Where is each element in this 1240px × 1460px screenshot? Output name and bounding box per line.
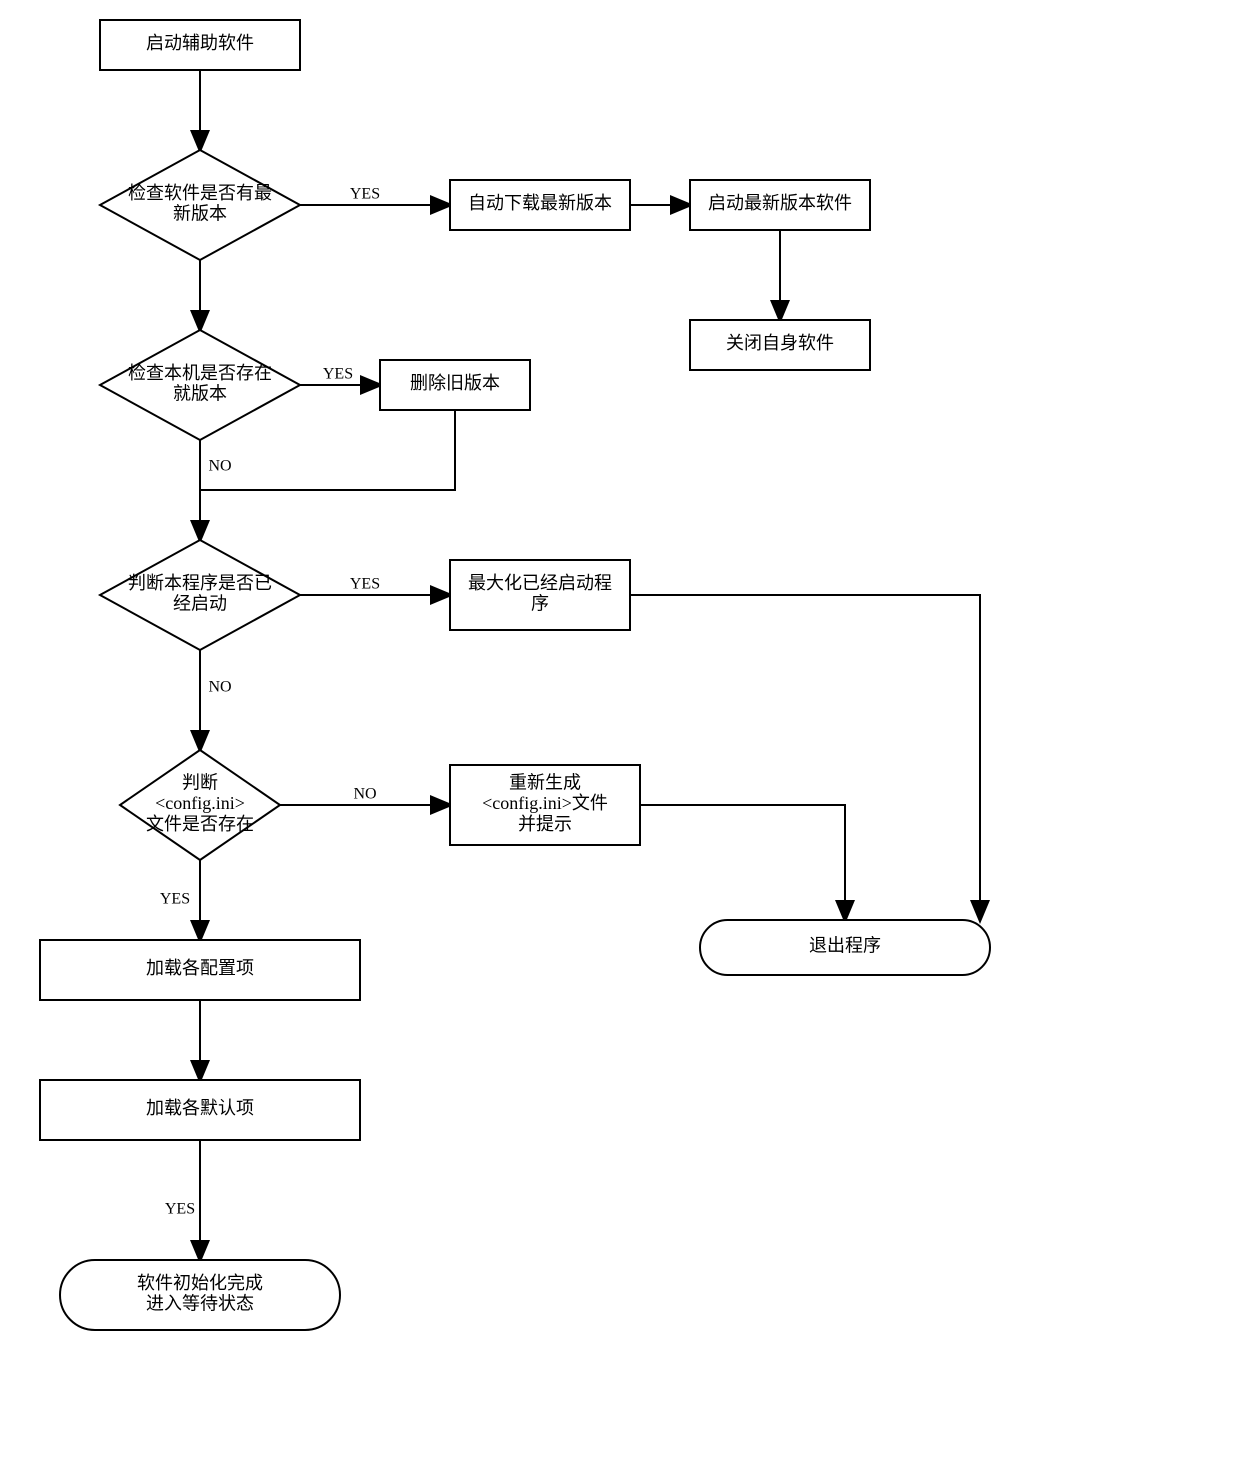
node-label: 加载各配置项 bbox=[146, 958, 254, 978]
node-label: 经启动 bbox=[173, 593, 227, 613]
edge-label: YES bbox=[323, 366, 353, 383]
node-label: <config.ini> bbox=[155, 793, 245, 813]
edge-label: NO bbox=[208, 458, 231, 475]
node-n13: 加载各默认项 bbox=[40, 1080, 360, 1140]
node-n9: 最大化已经启动程序 bbox=[450, 560, 630, 630]
flowchart-canvas: YESYESNOYESNONOYESYES 启动辅助软件检查软件是否有最新版本自… bbox=[0, 0, 1240, 1460]
node-n14: 软件初始化完成进入等待状态 bbox=[60, 1260, 340, 1330]
node-n8: 判断本程序是否已经启动 bbox=[100, 540, 300, 650]
node-label: 加载各默认项 bbox=[146, 1098, 254, 1118]
nodes-layer: 启动辅助软件检查软件是否有最新版本自动下载最新版本启动最新版本软件关闭自身软件检… bbox=[40, 20, 990, 1330]
node-label: 自动下载最新版本 bbox=[468, 193, 612, 213]
node-n12: 加载各配置项 bbox=[40, 940, 360, 1000]
node-label: 最大化已经启动程 bbox=[468, 573, 612, 593]
node-n11: 重新生成<config.ini>文件并提示 bbox=[450, 765, 640, 845]
node-label: 启动辅助软件 bbox=[146, 33, 254, 53]
node-n5: 关闭自身软件 bbox=[690, 320, 870, 370]
node-label: 软件初始化完成 bbox=[137, 1273, 263, 1293]
node-n6: 检查本机是否存在就版本 bbox=[100, 330, 300, 440]
node-label: 检查本机是否存在 bbox=[128, 363, 272, 383]
edge-label: NO bbox=[353, 786, 376, 803]
node-n3: 自动下载最新版本 bbox=[450, 180, 630, 230]
node-label: 文件是否存在 bbox=[146, 814, 254, 834]
edge-label: YES bbox=[350, 576, 380, 593]
node-label: 删除旧版本 bbox=[410, 373, 500, 393]
node-n10: 判断<config.ini>文件是否存在 bbox=[120, 750, 280, 860]
node-n2: 检查软件是否有最新版本 bbox=[100, 150, 300, 260]
node-label: 并提示 bbox=[518, 814, 572, 834]
node-label: 就版本 bbox=[173, 383, 227, 403]
edge-label: YES bbox=[350, 186, 380, 203]
node-n7: 删除旧版本 bbox=[380, 360, 530, 410]
edge-n9-n15 bbox=[630, 595, 980, 920]
node-label: 关闭自身软件 bbox=[726, 333, 834, 353]
node-label: 序 bbox=[531, 593, 549, 613]
edge-n11-n15 bbox=[640, 805, 845, 920]
node-label: 新版本 bbox=[173, 203, 227, 223]
node-n15: 退出程序 bbox=[700, 920, 990, 975]
node-label: 进入等待状态 bbox=[146, 1293, 254, 1313]
edge-label: YES bbox=[160, 891, 190, 908]
node-label: 判断本程序是否已 bbox=[128, 573, 272, 593]
node-label: 判断 bbox=[182, 772, 218, 792]
edge-label: NO bbox=[208, 679, 231, 696]
node-label: <config.ini>文件 bbox=[482, 793, 608, 813]
node-n4: 启动最新版本软件 bbox=[690, 180, 870, 230]
node-label: 启动最新版本软件 bbox=[708, 193, 852, 213]
edge-n7-line bbox=[200, 410, 455, 490]
node-n1: 启动辅助软件 bbox=[100, 20, 300, 70]
node-label: 检查软件是否有最 bbox=[128, 183, 272, 203]
node-label: 重新生成 bbox=[509, 772, 581, 792]
edge-label: YES bbox=[165, 1201, 195, 1218]
node-label: 退出程序 bbox=[809, 936, 881, 956]
